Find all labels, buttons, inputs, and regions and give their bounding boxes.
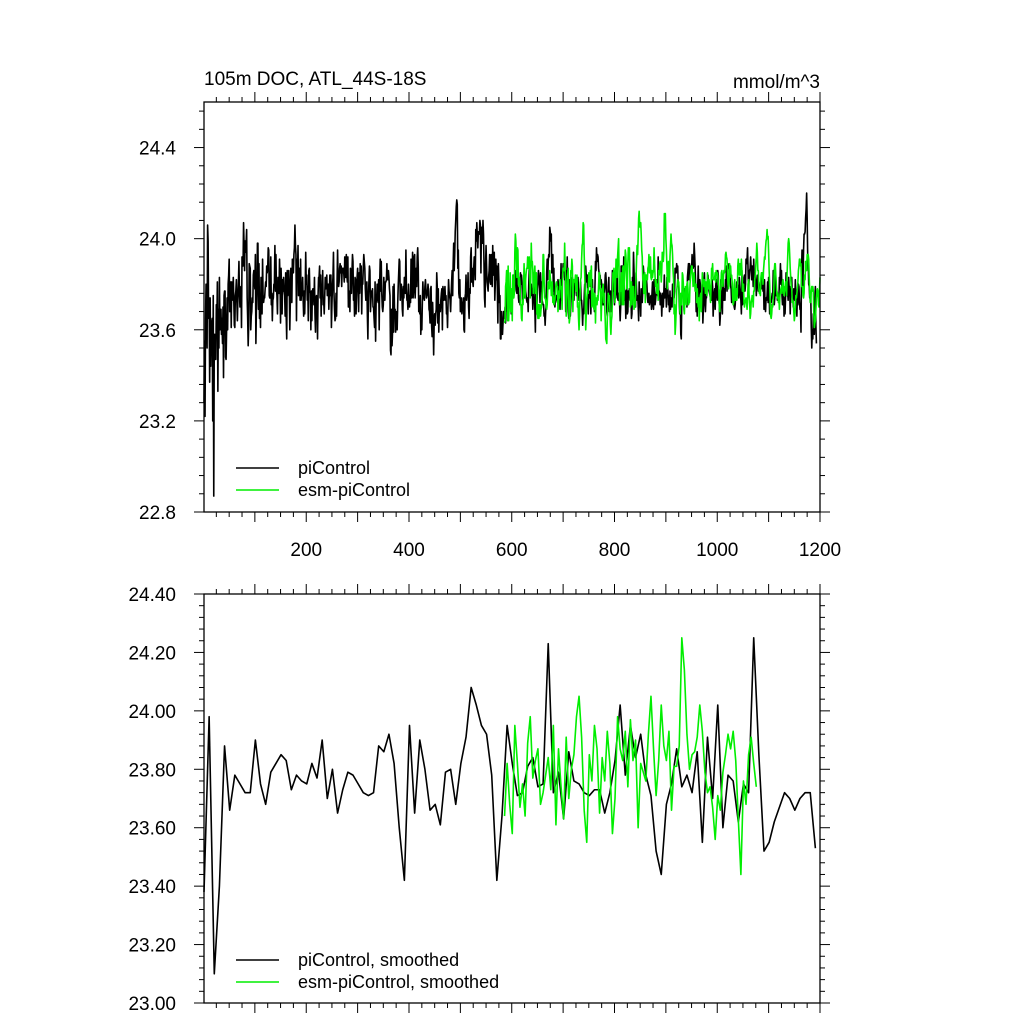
- y-tick-label: 24.4: [139, 139, 176, 160]
- x-tick-label: 1200: [799, 540, 841, 561]
- y-tick-label: 24.20: [128, 643, 176, 664]
- y-tick-label: 23.20: [128, 936, 176, 957]
- bottom-panel-axes: 23.00 23.20 23.40 23.60 23.80 24.00 24.20 24.40: [128, 584, 830, 1015]
- legend-label: piControl: [298, 458, 370, 478]
- y-tick-label: 22.8: [139, 503, 176, 524]
- x-tick-label: 600: [496, 540, 528, 561]
- units-label: mmol/m^3: [733, 72, 820, 93]
- series-line-picontrol-smoothed: [203, 637, 817, 975]
- plot-frame: [203, 593, 821, 1004]
- chart-title: 105m DOC, ATL_44S-18S: [204, 69, 426, 90]
- y-tick-label: 23.60: [128, 819, 176, 840]
- y-tick-label: 23.00: [128, 994, 176, 1015]
- bottom-panel-series: [203, 637, 817, 975]
- series-line-esm-picontrol-smoothed: [503, 637, 758, 876]
- legend-label: esm-piControl: [298, 480, 410, 500]
- y-tick-label: 23.6: [139, 321, 176, 342]
- y-tick-label: 24.40: [128, 585, 176, 606]
- y-tick-label: 23.2: [139, 412, 176, 433]
- legend-label: piControl, smoothed: [298, 950, 459, 970]
- series-line-esm-picontrol: [503, 210, 821, 345]
- y-tick-label: 24.0: [139, 230, 176, 251]
- legend-label: esm-piControl, smoothed: [298, 972, 499, 992]
- x-tick-label: 800: [599, 540, 631, 561]
- y-tick-label: 23.40: [128, 877, 176, 898]
- y-tick-label: 23.80: [128, 760, 176, 781]
- series-line-picontrol: [203, 192, 818, 497]
- x-tick-label: 1000: [696, 540, 738, 561]
- top-panel-axes: 200 400 600 800 1000 1200 22.8 23.2 23.6 24.0 24.4: [139, 92, 841, 561]
- x-tick-label: 200: [290, 540, 322, 561]
- x-tick-label: 400: [393, 540, 425, 561]
- y-tick-label: 24.00: [128, 702, 176, 723]
- top-panel-series: [203, 192, 821, 497]
